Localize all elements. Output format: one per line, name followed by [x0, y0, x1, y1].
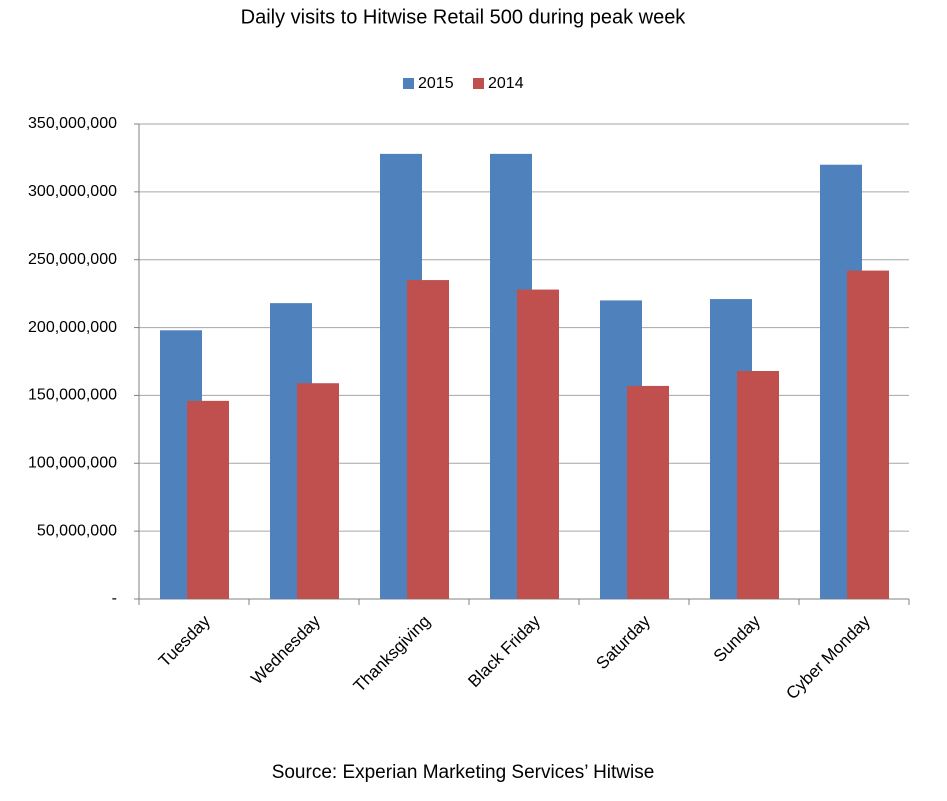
legend-swatch	[473, 78, 484, 89]
bar	[187, 400, 229, 599]
y-tick-label: 350,000,000	[28, 115, 117, 132]
bar	[847, 270, 889, 599]
x-tick-label: Cyber Monday	[782, 611, 874, 703]
bar	[737, 371, 779, 599]
legend-label: 2014	[488, 75, 524, 92]
chart-source: Source: Experian Marketing Services’ Hit…	[272, 762, 655, 783]
x-tick-label: Saturday	[592, 611, 654, 673]
x-tick-label: Wednesday	[247, 611, 324, 688]
chart-title: Daily visits to Hitwise Retail 500 durin…	[241, 6, 687, 28]
x-tick-label: Tuesday	[155, 611, 214, 670]
y-tick-label: 200,000,000	[28, 319, 117, 336]
legend-swatch	[403, 78, 414, 89]
bar	[517, 289, 559, 599]
x-tick-label: Black Friday	[464, 611, 544, 691]
x-tick-label: Thanksgiving	[350, 612, 434, 696]
bar	[627, 385, 669, 599]
legend-label: 2015	[418, 75, 454, 92]
bar	[297, 383, 339, 599]
y-tick-label: 100,000,000	[28, 455, 117, 472]
y-tick-label: 150,000,000	[28, 387, 117, 404]
y-tick-label: 50,000,000	[37, 522, 117, 539]
y-tick-label: 300,000,000	[28, 183, 117, 200]
y-tick-label: -	[112, 590, 117, 607]
x-tick-label: Sunday	[710, 611, 765, 666]
y-tick-label: 250,000,000	[28, 251, 117, 268]
bar	[407, 280, 449, 599]
